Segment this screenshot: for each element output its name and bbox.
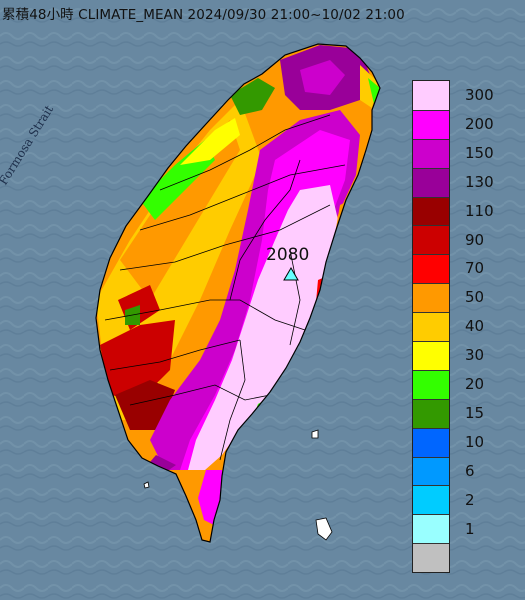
legend-label: 30	[465, 346, 485, 365]
triangle-marker	[283, 267, 299, 281]
legend-swatch	[413, 485, 449, 515]
orchid-island	[315, 517, 333, 541]
legend-label: 90	[465, 230, 485, 249]
county-borders	[104, 114, 346, 461]
map-title: 累積48小時 CLIMATE_MEAN 2024/09/30 21:00~10/…	[2, 7, 405, 23]
legend-label: 150	[465, 143, 494, 162]
legend-swatch	[413, 81, 449, 110]
legend-label: 110	[465, 201, 494, 220]
legend-swatch	[413, 369, 449, 399]
legend-swatch	[413, 109, 449, 139]
legend-label: 15	[465, 403, 485, 422]
legend-label: 70	[465, 259, 485, 278]
legend-swatch	[413, 283, 449, 313]
taiwan-outline	[95, 43, 381, 543]
legend-swatch	[413, 341, 449, 370]
legend-label: 50	[465, 288, 485, 307]
legend-label: 10	[465, 432, 485, 451]
legend-label: 300	[465, 86, 494, 104]
legend-label: 2	[465, 490, 475, 509]
legend-swatch	[413, 514, 449, 544]
legend-swatch	[413, 167, 449, 197]
legend-swatch	[413, 225, 449, 255]
legend-swatch	[413, 312, 449, 342]
legend-swatch	[413, 254, 449, 284]
liuqiu-island	[143, 481, 150, 489]
peak-value-label: 2080	[266, 245, 310, 265]
color-legend	[412, 80, 450, 574]
legend-swatch	[413, 398, 449, 428]
legend-label: 40	[465, 317, 485, 336]
legend-swatch	[413, 543, 449, 573]
legend-label: 130	[465, 172, 494, 191]
legend-swatch	[413, 456, 449, 486]
legend-label: 1	[465, 519, 475, 538]
green-island	[311, 429, 319, 439]
legend-swatch	[413, 196, 449, 226]
legend-label: 200	[465, 114, 494, 133]
legend-swatch	[413, 427, 449, 457]
legend-swatch	[413, 138, 449, 168]
legend-label: 20	[465, 375, 485, 393]
legend-label: 6	[465, 461, 475, 480]
